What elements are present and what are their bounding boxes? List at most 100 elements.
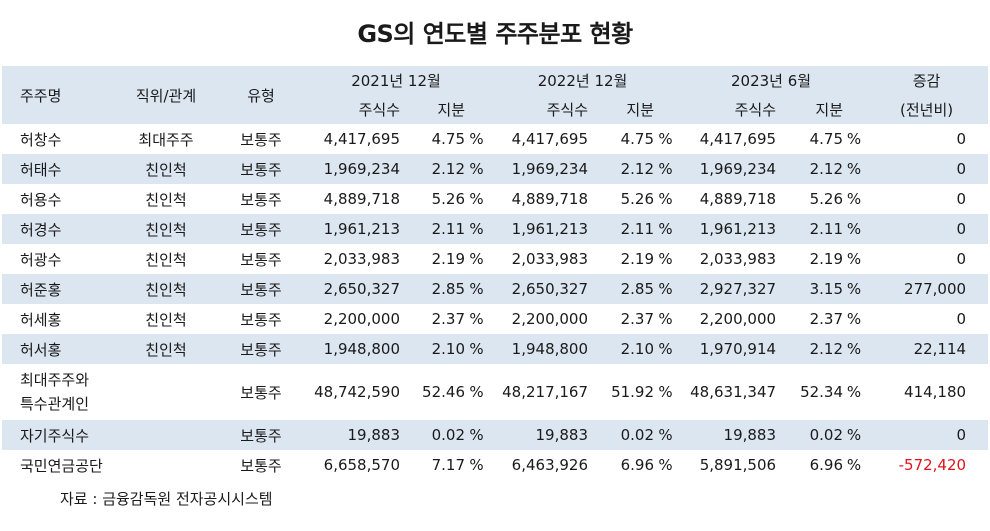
cell-name: 최대주주와 특수관계인 bbox=[2, 364, 114, 420]
cell-stake-2022: 5.26 bbox=[620, 190, 655, 208]
cell-percent-sign: % bbox=[658, 190, 673, 208]
cell-stake-2022: 2.12 bbox=[588, 154, 655, 184]
cell-percent-sign: % bbox=[465, 154, 489, 184]
cell-percent-sign: % bbox=[465, 334, 489, 364]
cell-name: 자기주식수 bbox=[2, 420, 114, 450]
col-header-shares: 주식수 bbox=[488, 95, 589, 124]
col-header-position: 직위/관계 bbox=[114, 66, 218, 124]
cell-shares-2021: 4,889,718 bbox=[323, 190, 400, 208]
cell-stake-2022: 2.10 bbox=[588, 334, 655, 364]
cell-stake-2022: 51.92 bbox=[611, 383, 655, 401]
cell-type: 보통주 bbox=[240, 310, 282, 329]
cell-change: 0 bbox=[956, 130, 967, 148]
cell-percent-sign: % bbox=[658, 383, 673, 401]
cell-percent-sign: % bbox=[654, 334, 678, 364]
col-header-change: 증감 bbox=[865, 66, 989, 95]
table-row: 허광수 친인척 보통주 2,033,983 2.19 % 2,033,983 2… bbox=[2, 244, 988, 274]
cell-percent-sign: % bbox=[846, 310, 862, 328]
cell-percent-sign: % bbox=[843, 334, 866, 364]
cell-stake-2021: 2.11 bbox=[400, 214, 465, 244]
cell-name: 허세홍 bbox=[20, 310, 62, 329]
cell-percent-sign: % bbox=[469, 130, 484, 148]
cell-stake-2023: 2.12 bbox=[776, 334, 844, 364]
cell-type: 보통주 bbox=[240, 130, 282, 149]
table-row: 허태수 친인척 보통주 1,969,234 2.12 % 1,969,234 2… bbox=[2, 154, 989, 184]
cell-stake-2021: 2.10 bbox=[400, 334, 465, 364]
cell-shares-2021: 48,742,590 bbox=[314, 383, 400, 401]
cell-name: 허태수 bbox=[2, 154, 114, 184]
cell-shares-2022: 1,969,234 bbox=[488, 154, 589, 184]
cell-stake-2021: 2.85 bbox=[400, 274, 465, 304]
col-header-type: 유형 bbox=[218, 66, 304, 124]
cell-stake-2022: 2.37 bbox=[620, 310, 655, 328]
col-header-stake: 지분 bbox=[588, 95, 655, 124]
cell-shares-2022: 2,200,000 bbox=[511, 310, 589, 328]
cell-position bbox=[114, 450, 218, 480]
cell-stake-2021: 5.26 bbox=[431, 190, 465, 208]
shareholder-table: 주주명 직위/관계 유형 2021년 12월 2022년 12월 2023년 6… bbox=[2, 66, 989, 480]
cell-type: 보통주 bbox=[218, 154, 304, 184]
cell-percent-sign: % bbox=[469, 250, 484, 268]
cell-percent-sign: % bbox=[843, 274, 866, 304]
table-row: 국민연금공단 보통주 6,658,570 7.17 % 6,463,926 6.… bbox=[2, 450, 988, 480]
cell-shares-2023: 4,417,695 bbox=[699, 130, 777, 148]
cell-shares-2021: 6,658,570 bbox=[323, 456, 400, 474]
cell-shares-2022: 1,961,213 bbox=[488, 214, 589, 244]
cell-shares-2022: 1,948,800 bbox=[488, 334, 589, 364]
cell-change: 414,180 bbox=[904, 383, 967, 401]
cell-shares-2023: 1,970,914 bbox=[677, 334, 777, 364]
cell-stake-2023: 0.02 bbox=[776, 420, 844, 450]
cell-stake-2023: 52.34 bbox=[800, 383, 844, 401]
cell-type: 보통주 bbox=[240, 190, 282, 209]
cell-name: 국민연금공단 bbox=[20, 456, 103, 475]
cell-type: 보통주 bbox=[218, 420, 304, 450]
cell-percent-sign: % bbox=[846, 456, 862, 474]
cell-name: 허용수 bbox=[20, 190, 62, 209]
cell-percent-sign: % bbox=[843, 214, 866, 244]
cell-shares-2021: 2,033,983 bbox=[323, 250, 400, 268]
cell-percent-sign: % bbox=[465, 420, 489, 450]
cell-percent-sign: % bbox=[465, 214, 489, 244]
cell-percent-sign: % bbox=[846, 190, 862, 208]
cell-percent-sign: % bbox=[658, 456, 673, 474]
cell-name: 허준홍 bbox=[2, 274, 114, 304]
col-header-period-2021: 2021년 12월 bbox=[304, 66, 489, 95]
cell-change: 0 bbox=[865, 420, 989, 450]
cell-type: 보통주 bbox=[218, 274, 304, 304]
col-header-change-sub: (전년비) bbox=[865, 95, 989, 124]
cell-shares-2023: 4,889,718 bbox=[699, 190, 777, 208]
cell-name: 허창수 bbox=[20, 130, 62, 149]
cell-position: 친인척 bbox=[145, 190, 187, 209]
cell-shares-2023: 19,883 bbox=[677, 420, 777, 450]
col-header-shares: 주식수 bbox=[677, 95, 777, 124]
cell-name: 허서홍 bbox=[2, 334, 114, 364]
cell-percent-sign: % bbox=[846, 130, 862, 148]
cell-shares-2022: 19,883 bbox=[488, 420, 589, 450]
cell-type: 보통주 bbox=[240, 383, 282, 402]
cell-percent-sign: % bbox=[654, 420, 678, 450]
cell-percent-sign: % bbox=[654, 214, 678, 244]
cell-stake-2023: 2.12 bbox=[776, 154, 844, 184]
cell-shares-2022: 2,650,327 bbox=[488, 274, 589, 304]
table-row: 허세홍 친인척 보통주 2,200,000 2.37 % 2,200,000 2… bbox=[2, 304, 988, 334]
cell-shares-2023: 2,200,000 bbox=[699, 310, 777, 328]
cell-stake-2023: 6.96 bbox=[809, 456, 844, 474]
cell-type: 보통주 bbox=[240, 456, 282, 475]
cell-stake-2023: 2.37 bbox=[809, 310, 844, 328]
cell-percent-sign: % bbox=[465, 274, 489, 304]
cell-shares-2021: 19,883 bbox=[304, 420, 400, 450]
col-header-name: 주주명 bbox=[2, 66, 114, 124]
cell-change: 0 bbox=[865, 154, 989, 184]
cell-shares-2021: 1,948,800 bbox=[304, 334, 400, 364]
header-row-2: 주식수 지분 주식수 지분 주식수 지분 (전년비) bbox=[2, 95, 989, 124]
cell-percent-sign: % bbox=[469, 383, 484, 401]
cell-shares-2021: 2,200,000 bbox=[323, 310, 400, 328]
cell-stake-2021: 7.17 bbox=[431, 456, 465, 474]
table-row: 자기주식수 보통주 19,883 0.02 % 19,883 0.02 % 19… bbox=[2, 420, 989, 450]
cell-percent-sign: % bbox=[658, 250, 673, 268]
cell-type: 보통주 bbox=[218, 334, 304, 364]
cell-stake-2021: 0.02 bbox=[400, 420, 465, 450]
cell-change: 0 bbox=[956, 310, 967, 328]
cell-change: 277,000 bbox=[865, 274, 989, 304]
cell-percent-sign: % bbox=[843, 420, 866, 450]
